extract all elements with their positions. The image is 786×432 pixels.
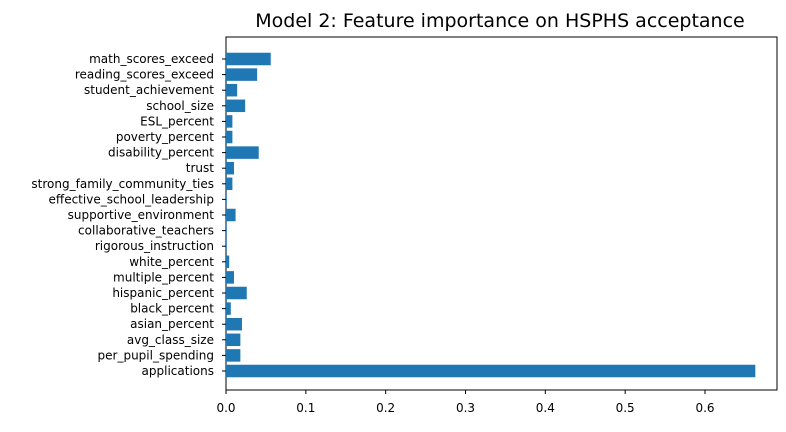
bar-rigorous-instruction: [226, 239, 227, 253]
plot-frame: [225, 36, 778, 391]
y-tick-label: white_percent: [129, 255, 214, 269]
bar-asian-percent: [226, 317, 242, 331]
bar-per-pupil-spending: [226, 349, 241, 362]
chart-title: Model 2: Feature importance on HSPHS acc…: [255, 10, 745, 32]
y-tick-label: hispanic_percent: [112, 286, 214, 300]
y-tick-label: black_percent: [130, 302, 214, 316]
bar-multiple-percent: [226, 271, 234, 284]
y-tick-label: school_size: [146, 99, 214, 113]
bar-trust: [226, 161, 234, 175]
x-tick-label: 0.2: [376, 401, 395, 415]
x-tick-label: 0.6: [695, 401, 714, 415]
y-tick-label: asian_percent: [130, 317, 214, 331]
y-tick-label: math_scores_exceed: [89, 52, 214, 66]
y-tick-label: poverty_percent: [116, 130, 214, 144]
y-axis: applications per_pupil_spendingavg_class_…: [31, 52, 226, 378]
bar-poverty-percent: [226, 130, 233, 144]
x-axis: 0.0 0.1 0.2 0.3 0.4 0.5 0.6: [216, 390, 715, 415]
x-tick-label: 0.3: [456, 401, 475, 415]
y-tick-label: trust: [186, 161, 214, 175]
bar-hispanic-percent: [226, 286, 247, 300]
x-tick-label: 0.1: [296, 401, 315, 415]
y-tick-label: reading_scores_exceed: [75, 68, 214, 82]
bar-strong-family-community-ties: [226, 177, 233, 191]
y-tick-label: applications: [142, 364, 214, 378]
y-tick-label: student_achievement: [84, 83, 214, 97]
y-tick-label: multiple_percent: [113, 270, 214, 284]
bar-collaborative-teachers: [226, 224, 227, 237]
y-tick-label: supportive_environment: [68, 208, 215, 222]
bar-avg-class-size: [226, 333, 241, 347]
y-tick-label: collaborative_teachers: [78, 224, 214, 238]
y-tick-label: rigorous_instruction: [95, 239, 214, 253]
bar-student-achievement: [226, 83, 238, 97]
y-tick-label: disability_percent: [108, 146, 214, 160]
bar-school-size: [226, 99, 246, 113]
bar-esl-percent: [226, 115, 233, 128]
bar-disability-percent: [226, 146, 259, 159]
y-tick-label: effective_school_leadership: [49, 192, 214, 206]
bar-effective-school-leadership: [226, 193, 227, 206]
x-tick-label: 0.4: [536, 401, 555, 415]
x-tick-label: 0.0: [216, 401, 235, 415]
bar-math-scores-exceed: [226, 52, 271, 66]
y-tick-label: per_pupil_spending: [98, 348, 214, 362]
bar-reading-scores-exceed: [226, 68, 258, 81]
bars-layer: [226, 52, 756, 378]
y-tick-label: ESL_percent: [140, 114, 214, 128]
bar-black-percent: [226, 302, 231, 315]
x-tick-label: 0.5: [616, 401, 635, 415]
bar-white-percent: [226, 255, 230, 269]
bar-supportive-environment: [226, 208, 236, 222]
y-tick-label: avg_class_size: [127, 333, 214, 347]
bar-applications: [226, 364, 756, 378]
y-tick-label: strong_family_community_ties: [31, 177, 214, 191]
